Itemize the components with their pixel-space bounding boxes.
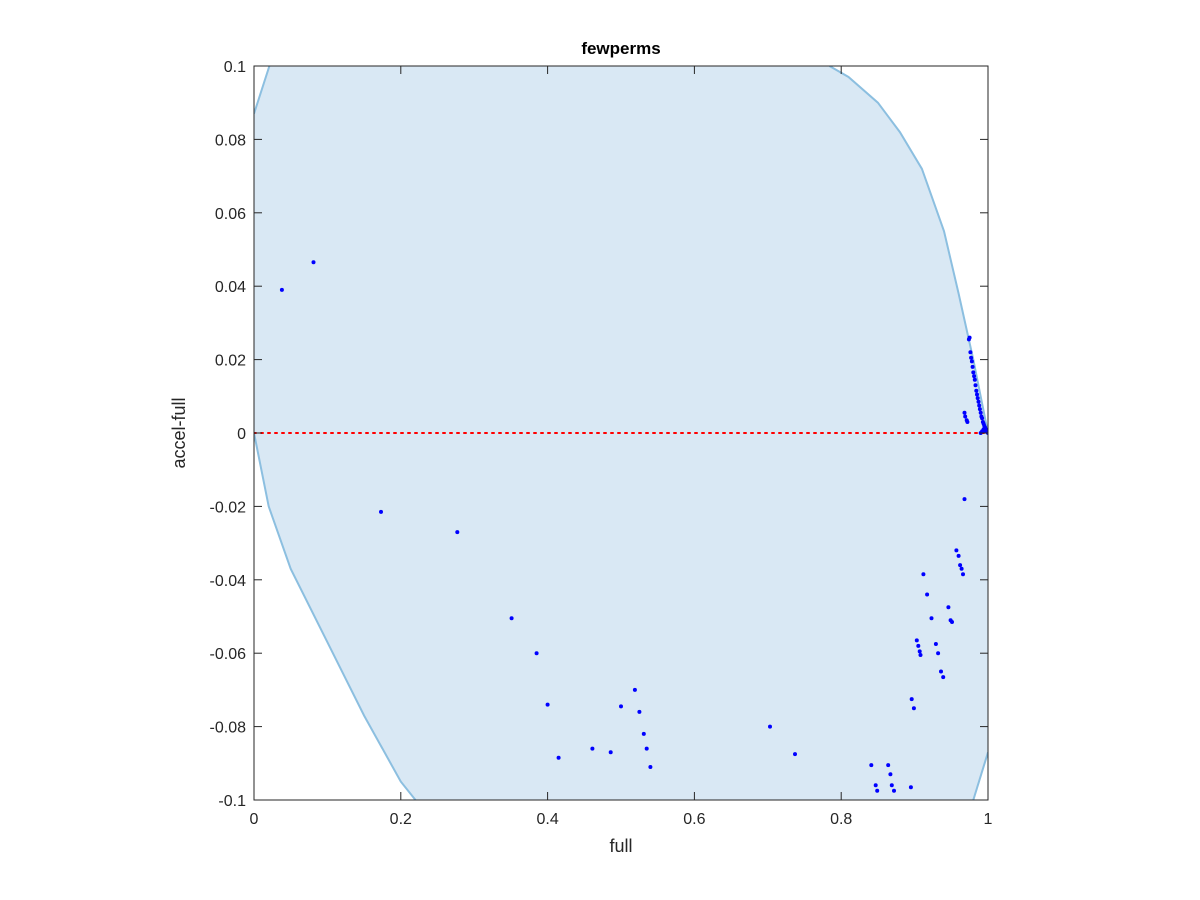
data-point [925, 592, 930, 597]
data-point [977, 407, 982, 412]
data-point [970, 364, 975, 369]
region-edge-top-left [254, 66, 271, 115]
data-point [971, 370, 976, 375]
y-tick-label: 0 [237, 426, 246, 443]
data-point [980, 416, 985, 421]
data-point [959, 566, 964, 571]
x-tick-label: 1 [984, 811, 993, 828]
data-point [914, 638, 919, 643]
data-point [886, 763, 891, 768]
data-point [545, 702, 550, 707]
data-point [637, 709, 642, 714]
data-point [534, 651, 539, 656]
data-point [590, 746, 595, 751]
data-point [956, 553, 961, 558]
data-point [869, 763, 874, 768]
data-point [641, 731, 646, 736]
data-point [921, 572, 926, 577]
data-point [950, 620, 954, 624]
y-tick-label: -0.08 [210, 720, 247, 737]
data-point [509, 616, 514, 621]
data-point [875, 788, 880, 793]
data-point [965, 420, 970, 424]
data-point [976, 399, 981, 404]
x-tick-label: 0 [250, 811, 259, 828]
data-point [916, 643, 921, 648]
data-point [967, 335, 972, 340]
data-point [929, 616, 934, 621]
data-point [958, 563, 963, 568]
data-point [892, 788, 896, 793]
x-tick-label: 0.8 [830, 811, 852, 828]
data-point [977, 403, 982, 408]
x-tick-label: 0.4 [536, 811, 558, 828]
data-point [975, 396, 980, 401]
y-tick-label: 0.04 [215, 279, 246, 296]
data-point [973, 383, 978, 388]
data-point [969, 355, 974, 360]
data-point [632, 687, 637, 692]
data-point [648, 765, 653, 769]
data-point [933, 642, 938, 646]
data-point [968, 350, 973, 355]
data-point [961, 572, 965, 577]
data-point [978, 410, 983, 415]
y-tick-label: -0.04 [210, 573, 247, 590]
data-point [311, 260, 316, 265]
data-point [873, 783, 878, 788]
y-tick-label: -0.06 [210, 646, 247, 663]
y-tick-label: 0.02 [215, 353, 246, 370]
chart-title: fewperms [581, 39, 660, 58]
data-point [908, 785, 913, 790]
data-point [974, 388, 979, 393]
data-point [379, 509, 383, 514]
y-tick-label: -0.02 [210, 499, 247, 516]
x-axis-label: full [609, 836, 632, 856]
x-tick-label: 0.6 [683, 811, 705, 828]
data-point [962, 497, 967, 502]
y-tick-label: 0.1 [224, 59, 246, 76]
axis-ticks: 0 0.2 0.4 0.6 0.8 1 -0.1 -0.08 -0.06 -0.04 -0.02 0 0… [210, 59, 993, 828]
data-point [946, 605, 951, 610]
data-point [975, 392, 979, 397]
region-edge-lower-left [254, 432, 417, 800]
data-point [962, 410, 967, 415]
data-point [768, 724, 772, 729]
y-tick-label: -0.1 [218, 793, 246, 810]
data-point [793, 752, 797, 757]
data-point [972, 377, 977, 382]
data-point [918, 653, 923, 657]
x-tick-label: 0.2 [390, 811, 412, 828]
data-point [954, 548, 959, 553]
data-point [936, 651, 941, 656]
data-point [963, 414, 968, 419]
data-point [279, 287, 284, 292]
data-point [941, 675, 946, 680]
data-point [939, 669, 943, 674]
data-points [279, 260, 988, 793]
data-point [889, 783, 894, 788]
data-point [888, 772, 893, 777]
data-point [556, 755, 561, 760]
data-point [972, 374, 977, 379]
y-tick-label: 0.06 [215, 206, 246, 223]
data-point [909, 697, 914, 702]
data-point [983, 429, 988, 434]
data-point [917, 649, 922, 654]
data-point [608, 750, 613, 755]
y-axis-label: accel-full [169, 397, 189, 468]
data-point [969, 359, 974, 364]
y-tick-label: 0.08 [215, 132, 246, 149]
data-point [644, 746, 649, 751]
data-point [911, 706, 916, 711]
data-point [455, 530, 460, 535]
region-edge-bottom-right [972, 752, 988, 800]
data-point [619, 704, 623, 709]
